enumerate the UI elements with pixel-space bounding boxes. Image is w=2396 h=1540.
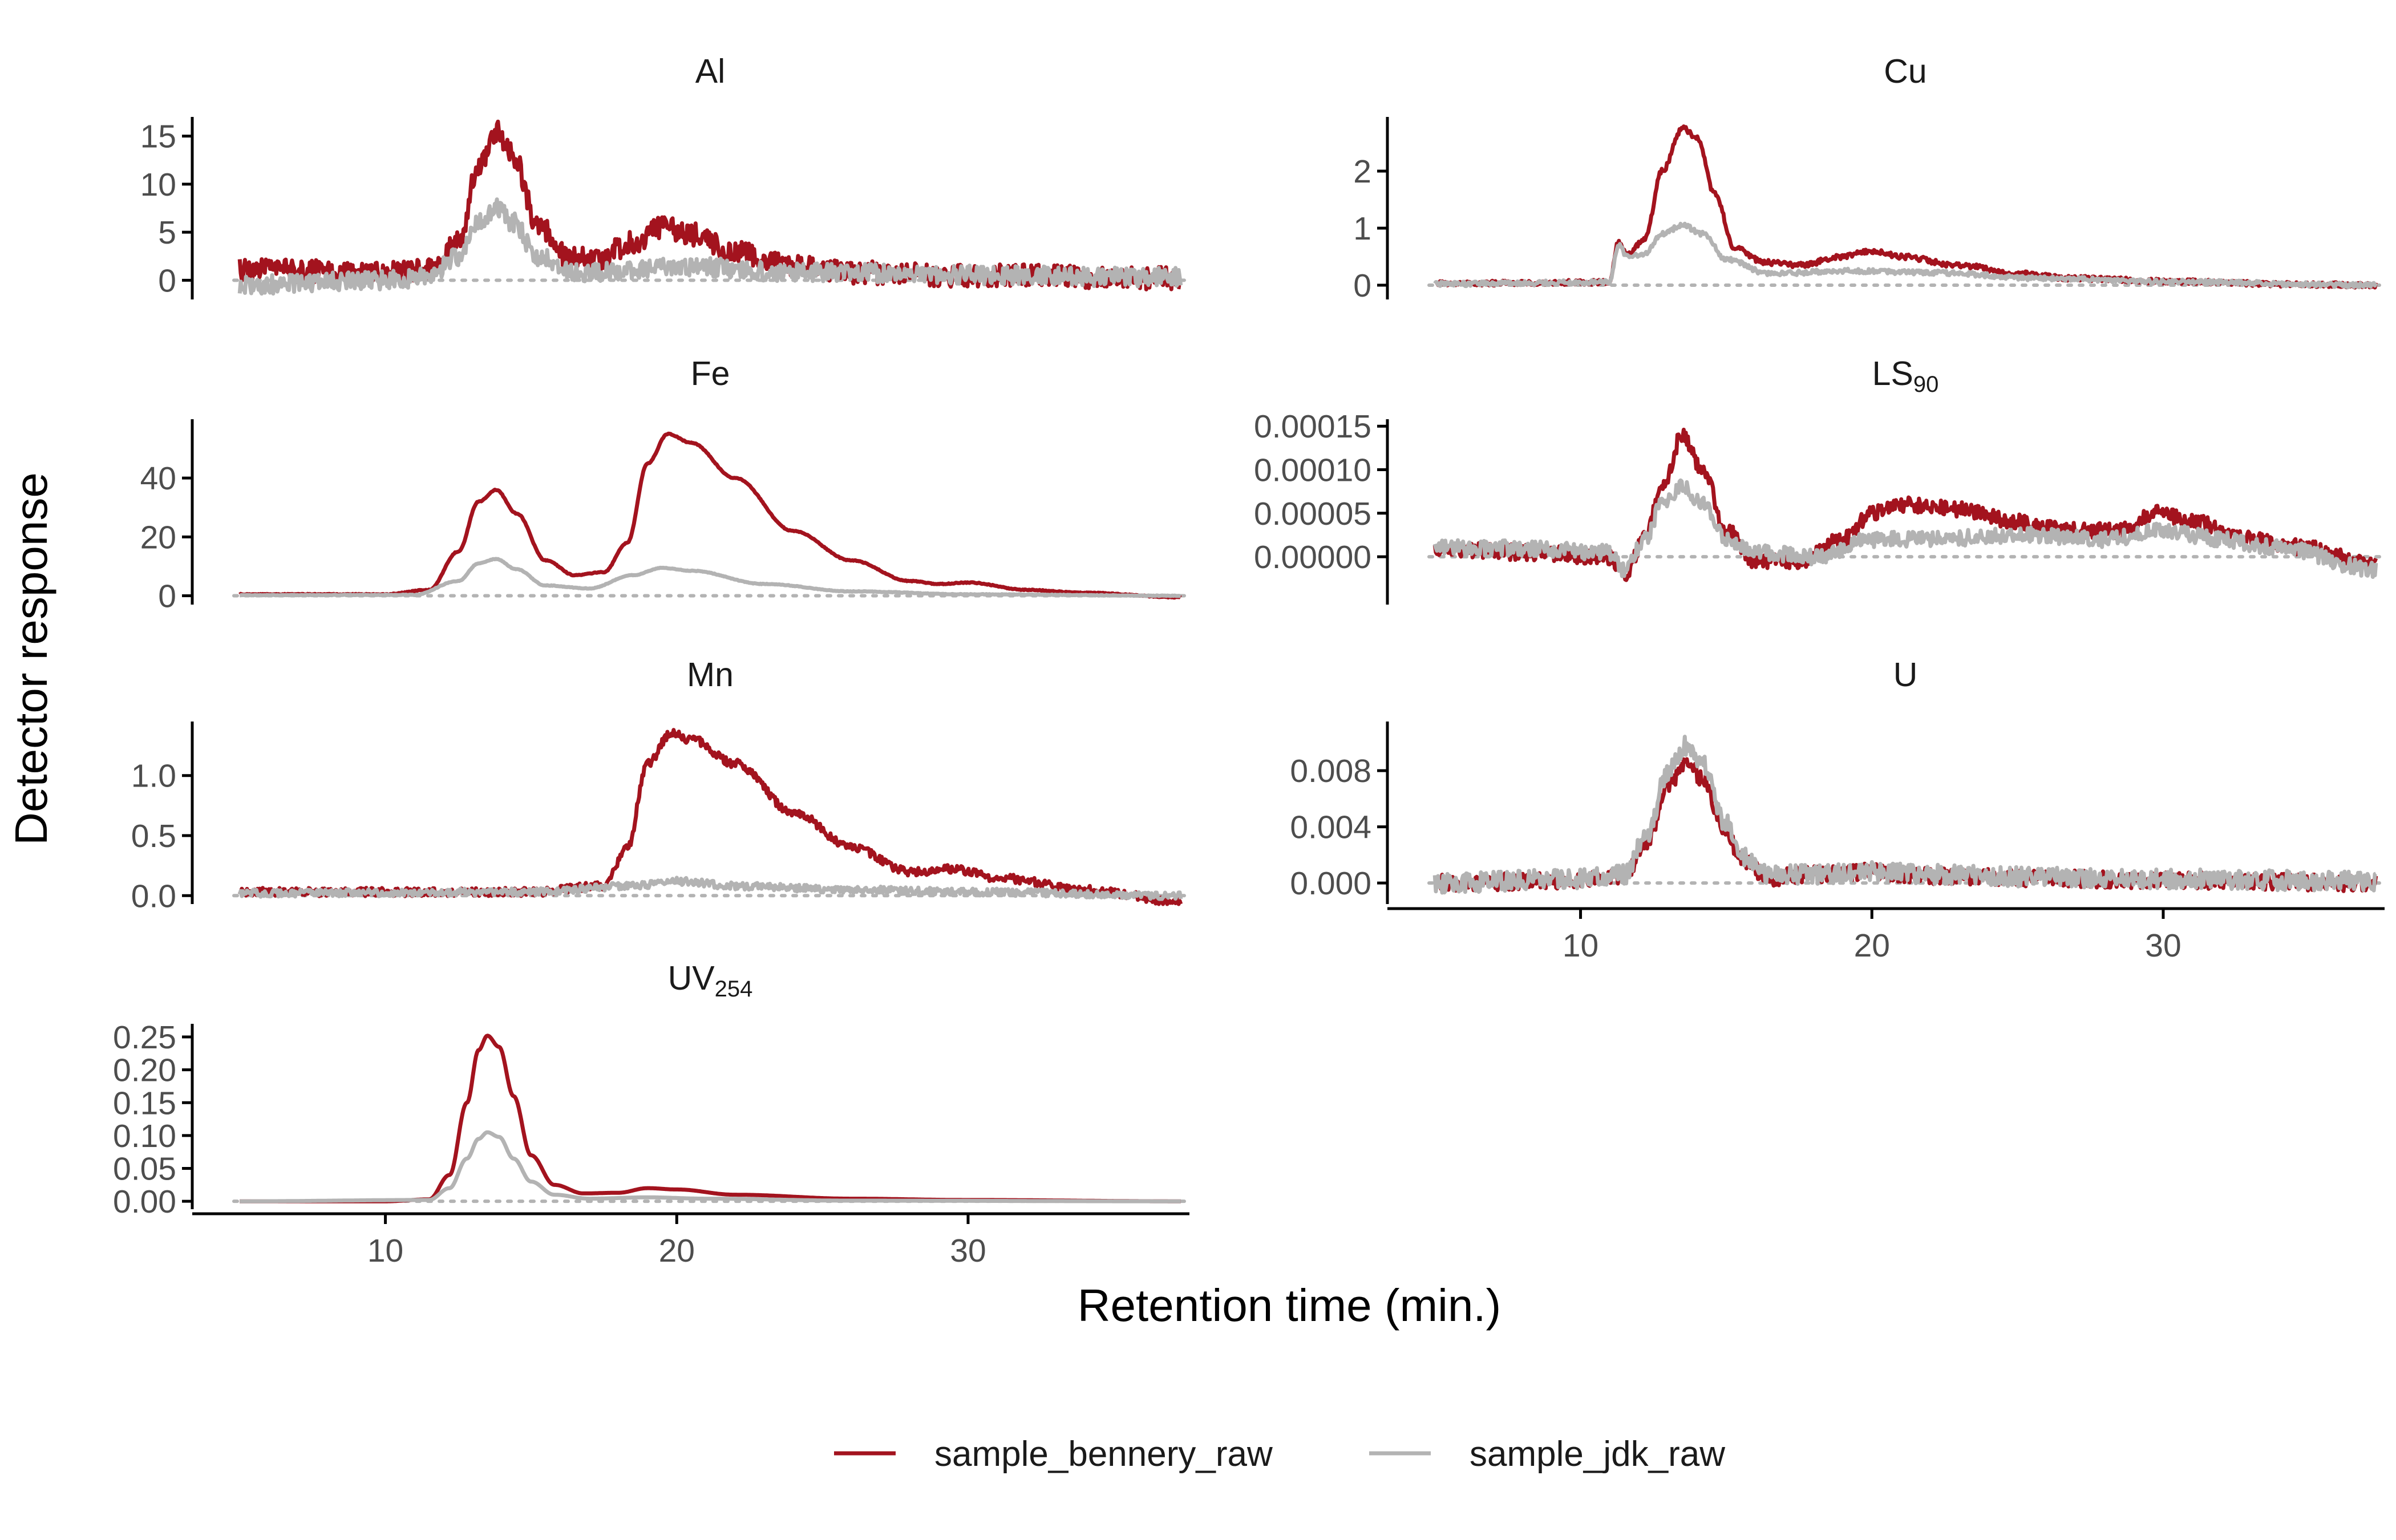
series-line-sample-jdk-raw [1433,221,2378,290]
series-line-sample-jdk-raw [238,557,1182,598]
y-tick-label: 0.004 [1290,809,1371,846]
y-tick-label: 15 [140,119,176,155]
y-tick-label: 0.00000 [1254,539,1371,576]
panel-title-u: U [1893,656,1918,694]
panel-cu: Cu 0 1 2 [1353,52,2383,304]
series-line-sample-bennery-raw [238,728,1183,906]
y-tick-label: 0.00005 [1254,496,1371,532]
y-tick-label: 0.5 [131,818,176,854]
series-line-sample-jdk-raw [238,1130,1182,1203]
x-tick-label: 10 [367,1233,403,1269]
y-tick-label: 0.00010 [1254,452,1371,488]
series-line-sample-jdk-raw [237,197,1183,296]
y-tick-label: 0 [158,578,176,615]
series-line-sample-jdk-raw [237,876,1183,901]
series-line-sample-jdk-raw [1432,478,2378,579]
y-axis-title: Detector response [6,472,56,845]
facet-panels: Al051015Fe02040Mn0.00.51.0UV2540.000.050… [113,52,2385,1269]
panel-uv254: UV254 0.000.050.100.150.200.25 10 20 30 [113,959,1189,1269]
y-tick-label: 1 [1353,210,1371,247]
panel-title-ls90: LS90 [1872,355,1939,397]
y-tick-label: 5 [158,214,176,251]
y-tick-label: 0.10 [113,1118,176,1154]
legend: sample_bennery_raw sample_jdk_raw [834,1434,1725,1474]
y-tick-label: 0.05 [113,1151,176,1188]
series-line-sample-bennery-raw [237,119,1182,291]
panel-mn: Mn 0.0 0.5 1.0 [131,656,1188,914]
panel-title-al: Al [695,52,725,90]
y-tick-label: 0.000 [1290,865,1371,902]
panel-title-cu: Cu [1884,52,1926,90]
y-tick-label: 0.0 [131,878,176,914]
y-tick-label: 10 [140,167,176,203]
series-line-sample-jdk-raw [1432,735,2377,895]
panel-ls90: LS90 0.00000 0.00005 0.00010 0.00015 [1254,355,2383,605]
x-tick-label: 10 [1563,927,1598,964]
legend-label-sample-bennery-raw: sample_bennery_raw [934,1434,1273,1474]
y-tick-label: 0.008 [1290,753,1371,789]
panel-al: Al 0 5 10 15 [140,52,1188,299]
x-tick-label: 20 [659,1233,695,1269]
panel-title-uv254: UV254 [668,959,753,1002]
y-tick-label: 1.0 [131,758,176,795]
panel-title-mn: Mn [687,656,734,694]
panel-u: U 0.000 0.004 0.008 10 20 30 [1290,656,2385,964]
y-tick-label: 0 [158,262,176,299]
y-tick-label: 0.15 [113,1085,176,1121]
panel-title-fe: Fe [691,355,730,392]
series-line-sample-bennery-raw [1434,124,2378,290]
y-tick-label: 0.00 [113,1184,176,1220]
y-tick-label: 2 [1353,153,1371,190]
x-axis-title: Retention time (min.) [1078,1280,1501,1331]
series-line-sample-bennery-raw [238,1034,1182,1203]
y-tick-label: 0 [1353,268,1371,304]
x-tick-label: 30 [950,1233,986,1269]
legend-label-sample-jdk-raw: sample_jdk_raw [1470,1434,1725,1474]
x-tick-label: 30 [2145,927,2181,964]
panel-fe: Fe 0 20 40 [140,355,1188,615]
y-tick-label: 20 [140,519,176,556]
y-tick-label: 0.00015 [1254,408,1371,445]
y-tick-label: 0.25 [113,1019,176,1056]
y-tick-label: 40 [140,460,176,497]
x-tick-label: 20 [1854,927,1890,964]
y-tick-label: 0.20 [113,1052,176,1089]
